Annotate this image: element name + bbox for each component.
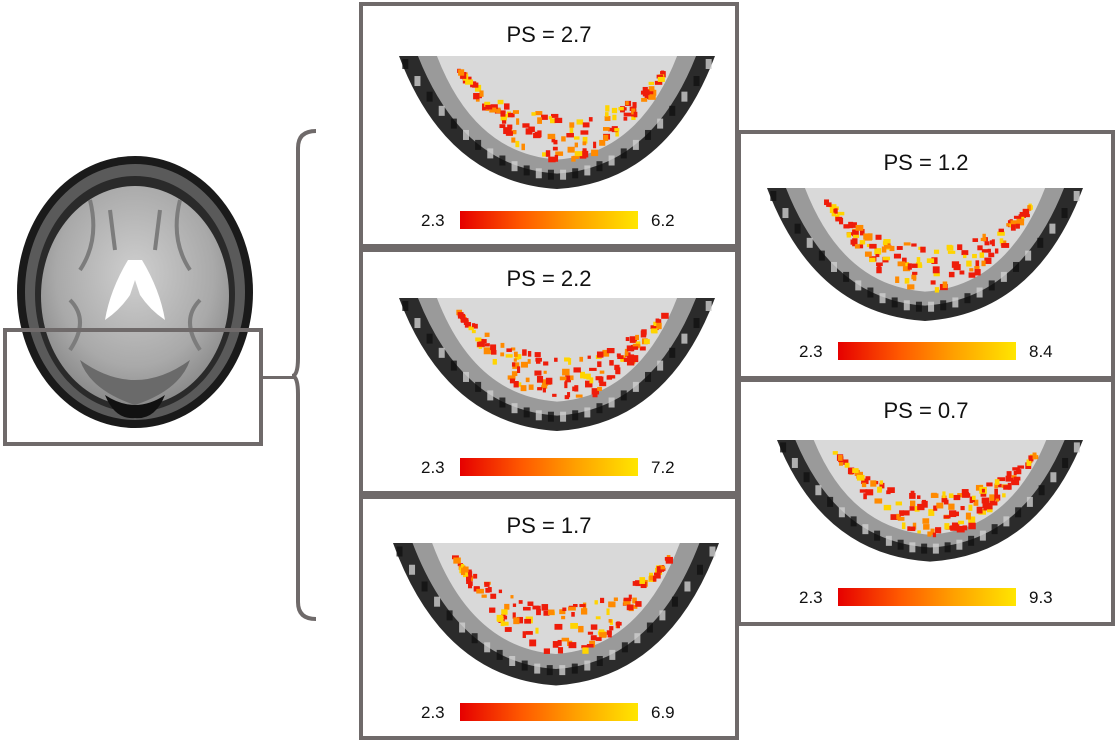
colorbar-max-label: 6.9 <box>651 703 675 722</box>
colorbar-max-label: 9.3 <box>1029 588 1053 607</box>
colorbar <box>460 703 638 721</box>
colorbar-max-label: 8.4 <box>1029 342 1053 361</box>
panel-ps-1-2: PS = 1.2 2.3 8.4 <box>737 130 1115 380</box>
panel-title: PS = 2.7 <box>506 22 592 47</box>
colorbar <box>838 588 1016 606</box>
connector-line <box>263 376 295 379</box>
activation-map-image <box>393 543 719 686</box>
panel-ps-0-7: PS = 0.7 2.3 9.3 <box>737 378 1115 626</box>
panel-title: PS = 1.2 <box>883 150 969 175</box>
panel-ps-1-7: PS = 1.7 2.3 6.9 <box>359 495 739 740</box>
panel-title: PS = 2.2 <box>506 266 592 291</box>
colorbar <box>838 342 1016 360</box>
activation-map-image <box>399 56 715 189</box>
colorbar-min-label: 2.3 <box>421 211 445 230</box>
colorbar <box>460 458 638 476</box>
panel-ps-2-7: PS = 2.7 2.3 6.2 <box>359 2 739 248</box>
axial-brain-slice <box>10 150 260 435</box>
colorbar-min-label: 2.3 <box>799 342 823 361</box>
panel-title: PS = 0.7 <box>883 398 969 423</box>
colorbar-min-label: 2.3 <box>421 458 445 477</box>
panel-ps-2-2: PS = 2.2 2.3 7.2 <box>359 248 739 495</box>
colorbar-max-label: 6.2 <box>651 211 675 230</box>
activation-map-image <box>767 188 1083 321</box>
colorbar-min-label: 2.3 <box>799 588 823 607</box>
grouping-bracket <box>291 129 317 621</box>
activation-map-image <box>399 298 715 431</box>
panel-title: PS = 1.7 <box>506 513 592 538</box>
activation-map-image <box>777 440 1083 562</box>
colorbar-min-label: 2.3 <box>421 703 445 722</box>
colorbar <box>460 211 638 229</box>
colorbar-max-label: 7.2 <box>651 458 675 477</box>
region-of-interest-box <box>3 328 263 446</box>
